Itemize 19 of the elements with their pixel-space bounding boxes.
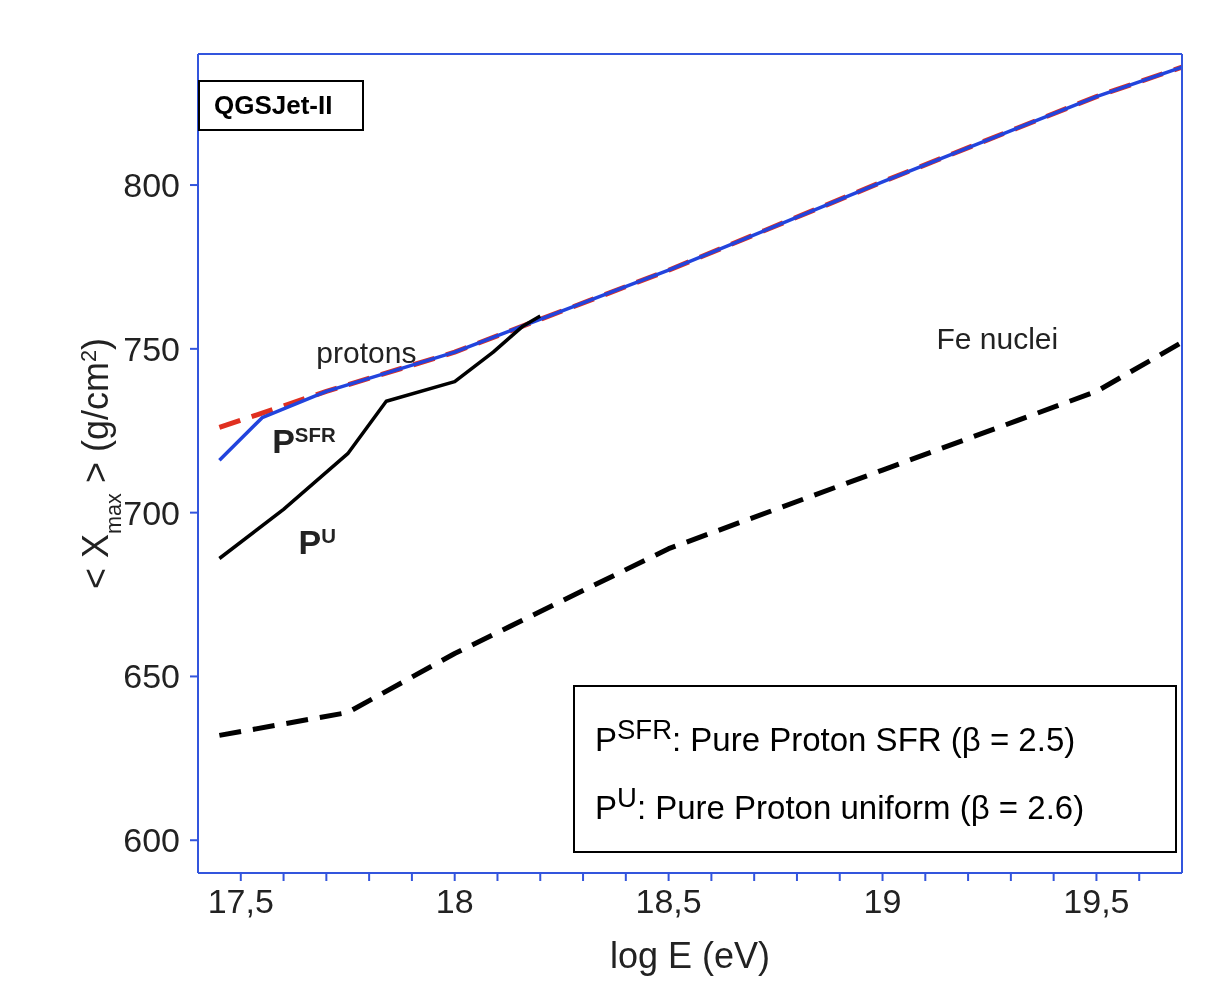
annotation: QGSJet-II (198, 80, 365, 131)
x-tick-label: 17,5 (207, 882, 274, 920)
annotation: P$^{U}$ (298, 523, 336, 562)
y-tick-label: 600 (123, 821, 180, 860)
y-tick-label: 750 (123, 329, 180, 368)
x-tick-label: 18 (435, 882, 474, 920)
annotation: Fe nuclei (936, 322, 1059, 356)
annotation: P$^{U}$: Pure Proton uniform (β = 2.6) (595, 781, 1086, 828)
y-tick-label: 800 (123, 166, 180, 205)
line-series (217, 314, 543, 561)
annotation: protons (316, 336, 417, 370)
annotation: P$^{SFR}$ (272, 421, 336, 460)
x-tick-label: 18,5 (635, 882, 702, 920)
annotation: P$^{SFR}$: Pure Proton SFR (β = 2.5) (595, 713, 1077, 760)
y-tick-label: 650 (123, 657, 180, 696)
x-axis-title: log E (eV) (609, 935, 771, 976)
x-tick-label: 19,5 (1063, 882, 1130, 920)
y-tick-label: 700 (123, 493, 180, 532)
x-tick-label: 19 (863, 882, 902, 920)
